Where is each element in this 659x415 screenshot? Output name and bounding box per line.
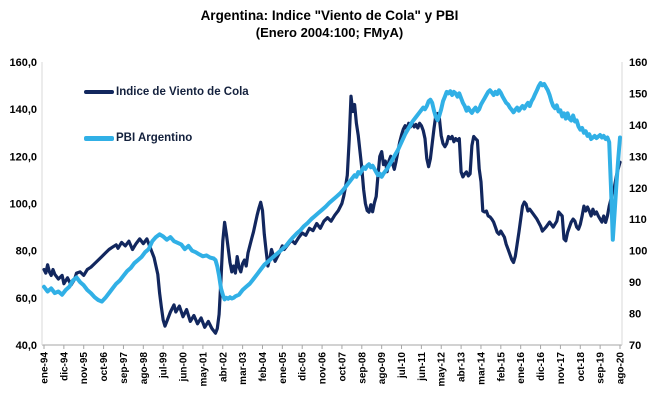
x-axis-label: ene-16 [516, 352, 527, 384]
x-axis-label: sep-08 [357, 352, 368, 384]
x-axis-label: may-12 [437, 352, 448, 387]
x-axis-label: oct-96 [99, 352, 110, 382]
left-axis-tick-label: 80,0 [16, 246, 37, 258]
x-axis-tick-marks [43, 345, 621, 349]
x-axis-label: jun-11 [417, 352, 428, 382]
pbi-legend-swatch [84, 135, 114, 141]
right-axis-tick-label: 90 [629, 277, 641, 289]
x-axis-labels: ene-94 dic-94 nov-95 oct-96 sep-97 ago-98 jul-… [40, 352, 627, 387]
x-axis-label: mar-14 [476, 352, 487, 385]
x-axis-label: nov-95 [79, 352, 90, 385]
axis-spines [41, 62, 623, 346]
viento-legend-label: Indice de Viento de Cola [116, 86, 249, 98]
x-axis-label: sep-19 [596, 352, 607, 384]
x-axis-label: oct-07 [337, 352, 348, 382]
x-axis-label: dic-16 [536, 352, 547, 381]
right-axis-tick-label: 110 [629, 214, 647, 226]
right-axis-tick-label: 120 [629, 183, 647, 195]
x-axis-label: ene-94 [40, 352, 51, 384]
right-axis-tick-label: 140 [629, 120, 647, 132]
right-axis-tick-label: 70 [629, 340, 641, 352]
viento-series-line [42, 94, 622, 335]
left-axis-tick-label: 100,0 [9, 199, 37, 211]
x-axis-label: feb-15 [496, 352, 507, 382]
x-axis-label: may-01 [198, 352, 209, 387]
x-axis-label: dic-94 [59, 352, 70, 381]
pbi-series-line [42, 81, 622, 304]
series-lines [42, 81, 622, 335]
x-axis-label: ene-05 [278, 352, 289, 384]
x-axis-label: abr-02 [218, 352, 229, 382]
x-axis-label: mar-03 [238, 352, 249, 385]
x-axis-label: jun-00 [179, 352, 190, 383]
chart-title: Argentina: Indice "Viento de Cola" y PBI… [0, 8, 659, 41]
x-axis-label: dic-05 [298, 352, 309, 381]
right-axis-tick-label: 150 [629, 88, 647, 100]
chart-title-line2: (Enero 2004:100; FMyA) [255, 24, 404, 40]
left-axis-tick-label: 160,0 [9, 57, 37, 69]
legend-item-viento: Indice de Viento de Cola [84, 86, 249, 98]
x-axis-label: nov-17 [556, 352, 567, 385]
x-axis-label: feb-04 [258, 352, 269, 382]
right-axis-tick-label: 160 [629, 57, 647, 69]
x-axis-label: ago-98 [139, 352, 150, 385]
right-axis-tick-label: 100 [629, 246, 647, 258]
chart-title-line1: Argentina: Indice "Viento de Cola" y PBI [200, 8, 459, 23]
x-axis-label: oct-18 [576, 352, 587, 382]
right-axis-tick-label: 130 [629, 151, 647, 163]
right-axis-labels: 160 150 140 130 120 110 100 90 80 70 [629, 57, 647, 352]
x-axis-label: ago-09 [377, 352, 388, 385]
left-axis-tick-label: 40,0 [16, 340, 37, 352]
viento-legend-swatch [84, 90, 114, 94]
x-axis-label: sep-97 [119, 352, 130, 384]
left-axis-tick-label: 60,0 [16, 293, 37, 305]
pbi-legend-label: PBI Argentino [116, 132, 193, 144]
x-axis-label: jul-10 [397, 352, 408, 380]
left-axis-tick-label: 120,0 [9, 151, 37, 163]
x-axis-label: abr-13 [457, 352, 468, 382]
left-axis-tick-label: 140,0 [9, 104, 37, 116]
x-axis-label: ago-20 [616, 352, 627, 385]
x-axis-label: jul-99 [159, 352, 170, 380]
left-axis-labels: 160,0 140,0 120,0 100,0 80,0 60,0 40,0 [9, 57, 37, 352]
x-axis-label: nov-06 [318, 352, 329, 385]
right-axis-tick-label: 80 [629, 309, 641, 321]
legend-item-pbi: PBI Argentino [84, 132, 192, 144]
